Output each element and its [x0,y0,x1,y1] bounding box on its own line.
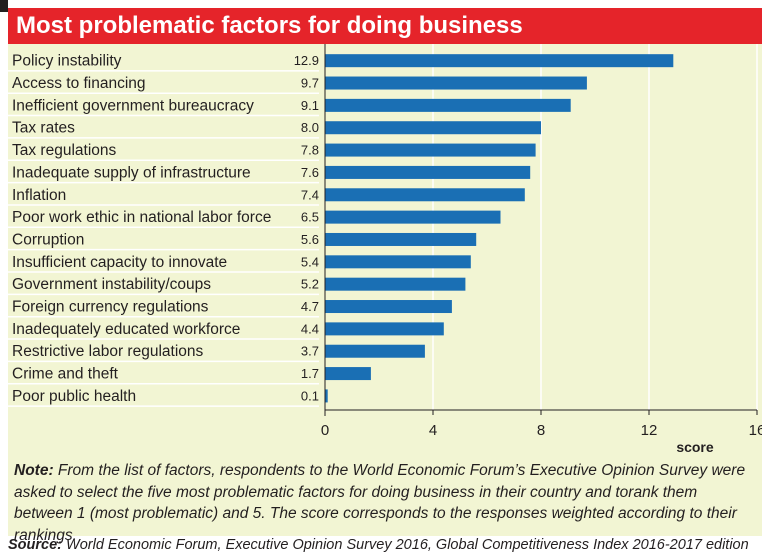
bar [325,188,525,202]
value-label: 0.1 [301,388,319,403]
value-label: 7.6 [301,165,319,180]
x-tick-label: 16 [749,422,762,439]
bar [325,165,531,179]
x-tick-label: 0 [321,422,329,439]
note-text: Note: From the list of factors, responde… [14,460,759,546]
value-label: 1.7 [301,366,319,381]
category-label: Inflation [12,187,66,204]
bar [325,76,587,90]
bar [325,300,452,314]
bar [325,143,536,157]
value-label: 6.5 [301,210,319,225]
label-layer: Policy instability 12.9 Access to financin… [12,53,319,405]
category-label: Restrictive labor regulations [12,343,204,360]
bar [325,277,466,291]
bar [325,210,501,224]
value-label: 3.7 [301,344,319,359]
corner-mark [0,0,8,12]
category-label: Inadequately educated workforce [12,321,240,338]
value-label: 7.4 [301,187,319,202]
value-label: 4.4 [301,321,319,336]
category-label: Corruption [12,231,84,248]
chart-panel: Policy instability 12.9 Access to financin… [8,44,762,456]
note-label: Note: [14,462,54,479]
category-label: Poor public health [12,388,136,405]
axis-layer: 0 4 8 12 16 score [321,44,762,455]
value-label: 12.9 [294,53,319,68]
chart-title: Most problematic factors for doing busin… [16,12,523,39]
bar [325,367,371,381]
bar [325,54,674,68]
x-tick-label: 4 [429,422,437,439]
category-label: Inefficient government bureaucracy [12,97,254,114]
value-label: 8.0 [301,120,319,135]
note-panel: Note: From the list of factors, responde… [8,456,762,544]
title-bar: Most problematic factors for doing busin… [8,8,762,44]
category-label: Access to financing [12,75,146,92]
category-label: Tax rates [12,120,75,137]
bar [325,389,328,403]
source-body: World Economic Forum, Executive Opinion … [62,537,749,553]
value-label: 4.7 [301,299,319,314]
bar [325,121,541,135]
category-label: Crime and theft [12,366,119,383]
bar [325,344,425,358]
category-label: Insufficient capacity to innovate [12,254,227,271]
value-label: 9.7 [301,76,319,91]
category-label: Poor work ethic in national labor force [12,209,271,226]
x-tick-label: 8 [537,422,545,439]
value-label: 5.2 [301,277,319,292]
bar-layer [325,54,674,403]
value-label: 5.6 [301,232,319,247]
note-body: From the list of factors, respondents to… [14,462,746,544]
value-label: 7.8 [301,143,319,158]
bar [325,322,444,336]
bar [325,232,477,246]
bar [325,255,471,269]
category-label: Policy instability [12,53,122,70]
category-label: Inadequate supply of infrastructure [12,164,251,181]
bar-chart: Policy instability 12.9 Access to financin… [8,44,762,455]
source-label: Source: [8,537,62,553]
x-axis-title: score [676,439,714,455]
value-label: 5.4 [301,254,319,269]
category-label: Tax regulations [12,142,117,159]
category-label: Government instability/coups [12,276,211,293]
grid-layer [8,44,758,410]
category-label: Foreign currency regulations [12,299,209,316]
value-label: 9.1 [301,98,319,113]
bar [325,98,571,112]
source-line: Source: World Economic Forum, Executive … [8,536,768,554]
x-tick-label: 12 [641,422,658,439]
